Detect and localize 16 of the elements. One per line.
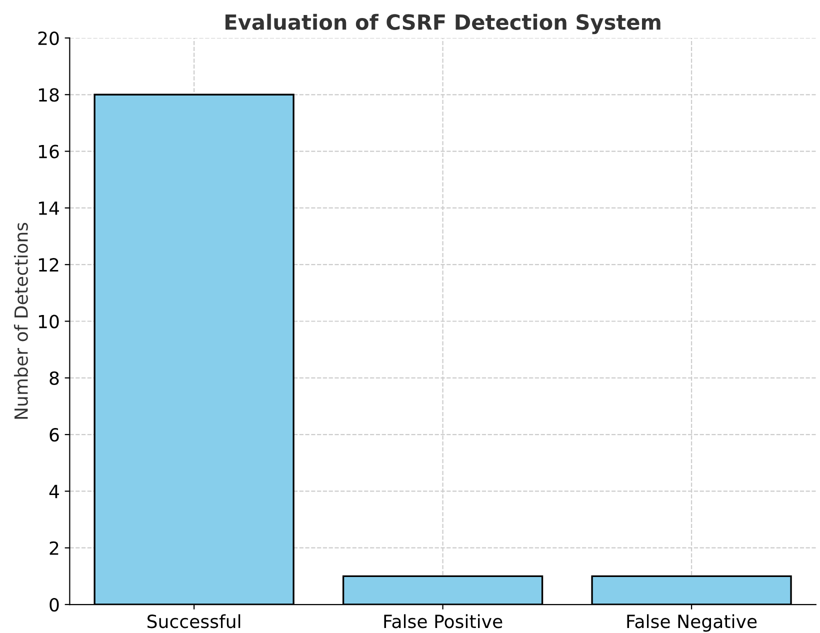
y-tick-label: 4 — [49, 484, 59, 498]
y-tick-label: 8 — [50, 371, 59, 386]
y-tick-label: 10 — [38, 314, 59, 328]
y-tick-label: 18 — [38, 88, 59, 102]
y-tick-label: 16 — [38, 144, 59, 158]
y-tick-label: 20 — [38, 31, 59, 46]
x-tick-label: False Positive — [384, 614, 502, 628]
y-tick-label: 0 — [50, 598, 59, 612]
y-tick-label: 2 — [50, 541, 58, 555]
y-tick-label: 14 — [38, 202, 59, 215]
y-axis-title: Number of Detections — [14, 222, 28, 419]
y-tick-label: 6 — [50, 428, 59, 442]
chart-title: Evaluation of CSRF Detection System — [226, 14, 660, 34]
x-tick-label: Successful — [148, 614, 240, 628]
y-tick-label: 12 — [38, 258, 58, 272]
x-tick-label: False Negative — [627, 614, 757, 632]
